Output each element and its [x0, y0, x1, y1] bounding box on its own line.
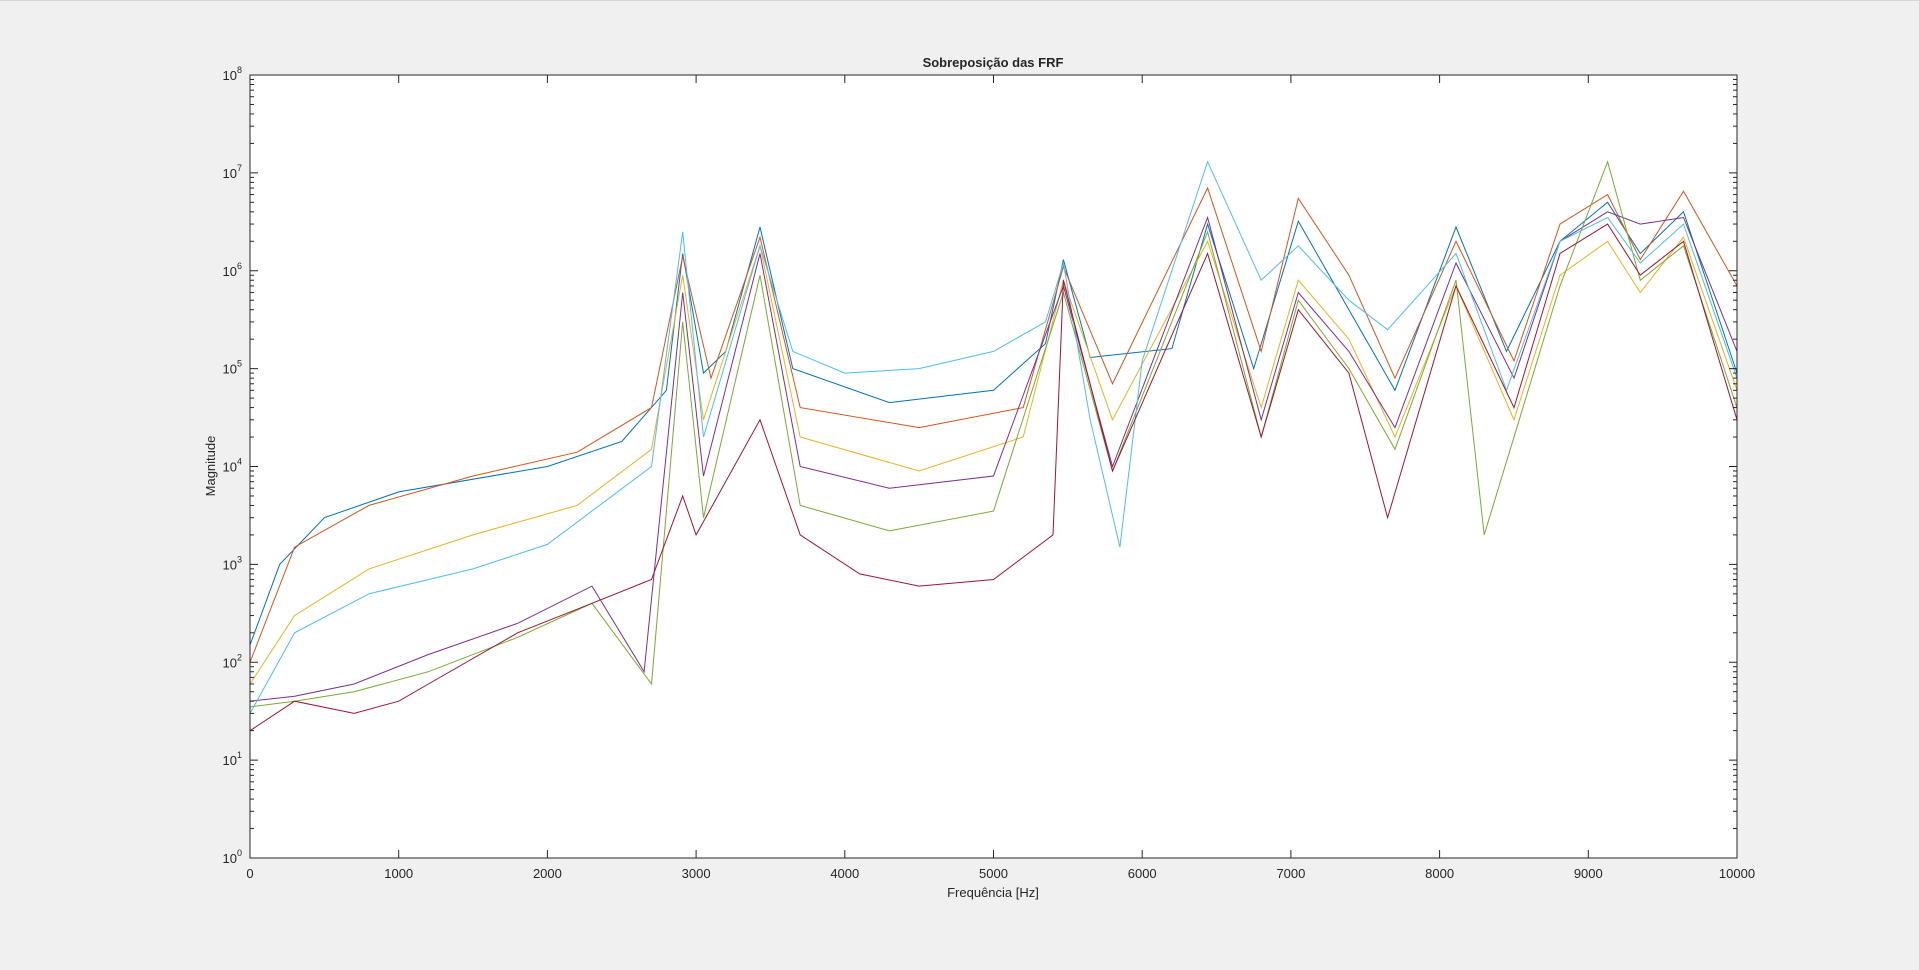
- x-axis-ticks: 0 1000 2000 3000 4000 5000 6000 7000 8000 9000 100…: [246, 75, 1755, 881]
- y-tick-label: 107: [223, 163, 242, 181]
- chart-title: Sobreposição das FRF: [923, 55, 1064, 70]
- y-tick-label: 103: [223, 554, 242, 572]
- y-tick-label: 105: [223, 359, 242, 377]
- y-axis-label: Magnitude: [203, 436, 218, 497]
- y-tick-label: 104: [223, 457, 242, 475]
- frf-series-3: [249, 236, 1738, 685]
- x-tick-label: 3000: [682, 866, 711, 881]
- x-tick-label: 9000: [1574, 866, 1603, 881]
- window-top-border: [0, 0, 1919, 1]
- y-tick-label: 100: [223, 848, 242, 866]
- frf-series-5: [249, 160, 1738, 708]
- plot-area: [250, 75, 1737, 858]
- x-tick-label: 7000: [1276, 866, 1305, 881]
- y-tick-label: 108: [223, 65, 242, 83]
- x-tick-label: 1000: [384, 866, 413, 881]
- x-tick-label: 2000: [533, 866, 562, 881]
- x-tick-label: 0: [246, 866, 253, 881]
- x-tick-label: 6000: [1128, 866, 1157, 881]
- frf-series-7: [249, 223, 1738, 732]
- x-tick-label: 10000: [1719, 866, 1755, 881]
- y-tick-label: 106: [223, 261, 242, 279]
- y-tick-label: 101: [223, 750, 242, 768]
- x-tick-label: 4000: [830, 866, 859, 881]
- frf-series-6: [249, 160, 1738, 714]
- series-lines: [249, 160, 1738, 732]
- x-tick-label: 5000: [979, 866, 1008, 881]
- frf-series-2: [249, 186, 1738, 663]
- x-axis-label: Frequência [Hz]: [947, 885, 1039, 900]
- y-tick-label: 102: [223, 652, 242, 670]
- frf-series-1: [249, 201, 1738, 646]
- x-tick-label: 8000: [1425, 866, 1454, 881]
